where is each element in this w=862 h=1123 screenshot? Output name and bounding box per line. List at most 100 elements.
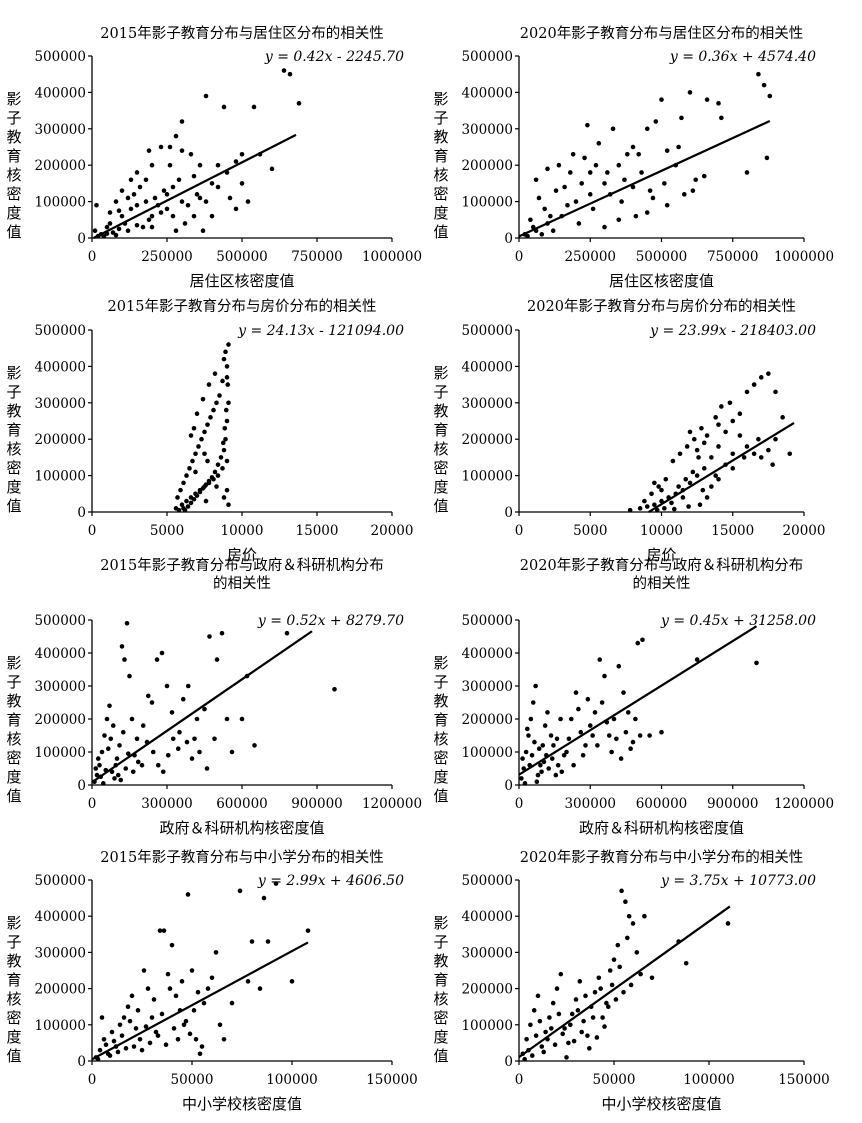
- scatter-point: [558, 971, 564, 977]
- scatter-point: [187, 1031, 193, 1037]
- scatter-point: [553, 772, 559, 778]
- scatter-point: [227, 195, 233, 201]
- scatter-point: [206, 382, 212, 387]
- scatter-point: [194, 411, 200, 417]
- scatter-point: [578, 729, 584, 735]
- scatter-point: [621, 989, 626, 995]
- scatter-point: [587, 723, 593, 728]
- x-tick-label: 1000000: [362, 249, 422, 265]
- x-tick-label: 5000: [150, 523, 184, 539]
- scatter-point: [787, 451, 793, 457]
- scatter-point: [215, 462, 221, 467]
- scatter-point: [623, 729, 629, 735]
- scatter-point: [217, 393, 222, 398]
- scatter-point: [564, 1055, 569, 1060]
- scatter-point: [528, 1022, 533, 1028]
- scatter-point: [95, 756, 101, 761]
- scatter-point: [635, 640, 641, 646]
- scatter-point: [545, 166, 550, 172]
- scatter-point: [741, 455, 747, 460]
- scatter-point: [642, 498, 647, 504]
- scatter-point: [251, 104, 257, 110]
- scatter-point: [120, 729, 126, 735]
- scatter-point: [152, 195, 158, 201]
- scatter-point: [189, 968, 195, 973]
- scatter-point: [209, 213, 215, 219]
- y-tick-label: 500000: [34, 613, 86, 629]
- scatter-point: [686, 504, 691, 509]
- y-tick-label: 200000: [461, 712, 513, 728]
- scatter-point: [585, 696, 591, 702]
- scatter-point: [139, 1047, 145, 1053]
- scatter-point: [214, 400, 219, 406]
- y-tick-label: 0: [504, 505, 513, 521]
- scatter-point: [602, 673, 607, 679]
- scatter-point: [153, 1029, 159, 1035]
- y-axis-label: 影子教育核密度值: [433, 364, 448, 515]
- scatter-point: [128, 206, 134, 212]
- scatter-point: [164, 206, 170, 212]
- x-tick-label: 150000: [366, 1072, 418, 1088]
- scatter-point: [149, 700, 155, 705]
- scatter-point: [161, 928, 167, 933]
- scatter-point: [167, 986, 173, 991]
- x-tick-label: 600000: [636, 796, 688, 812]
- scatter-point: [221, 495, 227, 500]
- x-axis-label: 房价: [227, 546, 257, 564]
- scatter-point: [223, 407, 229, 413]
- scatter-point: [596, 141, 602, 146]
- scatter-point: [133, 1026, 139, 1031]
- scatter-point: [220, 466, 225, 471]
- scatter-point: [190, 458, 195, 464]
- scatter-point: [175, 495, 180, 500]
- scatter-point: [607, 968, 613, 973]
- scatter-point: [201, 1000, 207, 1006]
- scatter-point: [185, 683, 191, 689]
- scatter-point: [576, 706, 581, 712]
- scatter-point: [533, 1033, 539, 1038]
- scatter-point: [548, 213, 553, 219]
- y-tick-label: 300000: [461, 396, 513, 412]
- scatter-point: [642, 913, 647, 919]
- scatter-point: [730, 418, 736, 424]
- scatter-point: [525, 233, 530, 239]
- scatter-point: [587, 170, 593, 175]
- y-tick-label: 400000: [34, 85, 86, 101]
- scatter-point: [107, 1053, 113, 1058]
- scatter-point: [121, 1015, 127, 1020]
- scatter-point: [164, 683, 170, 689]
- scatter-point: [221, 104, 227, 110]
- scatter-point: [135, 759, 141, 765]
- scatter-point: [669, 500, 674, 506]
- scatter-point: [229, 749, 235, 755]
- y-tick-label: 300000: [34, 945, 86, 961]
- scatter-point: [143, 1024, 149, 1029]
- scatter-point: [193, 451, 198, 457]
- scatter-point: [559, 769, 565, 775]
- scatter-point: [149, 1015, 155, 1020]
- scatter-point: [630, 739, 636, 745]
- scatter-point: [239, 716, 245, 722]
- scatter-point: [553, 188, 559, 193]
- scatter-point: [639, 170, 644, 175]
- scatter-point: [191, 213, 197, 219]
- scatter-point: [604, 1000, 609, 1006]
- scatter-point: [694, 473, 700, 478]
- trendline-equation: y = 0.52x + 8279.70: [257, 613, 404, 629]
- scatter-point: [539, 1044, 545, 1049]
- scatter-point: [766, 447, 771, 453]
- scatter-point: [649, 491, 654, 497]
- scatter-point: [200, 396, 206, 402]
- scatter-point: [145, 986, 151, 991]
- scatter-point: [173, 993, 179, 999]
- scatter-point: [185, 202, 191, 208]
- scatter-point: [730, 451, 736, 457]
- scatter-point: [125, 751, 131, 756]
- scatter-point: [536, 195, 542, 201]
- scatter-point: [602, 224, 607, 230]
- scatter-point: [173, 133, 179, 139]
- scatter-point: [662, 181, 667, 186]
- scatter-point: [183, 1018, 189, 1024]
- scatter-point: [699, 425, 704, 431]
